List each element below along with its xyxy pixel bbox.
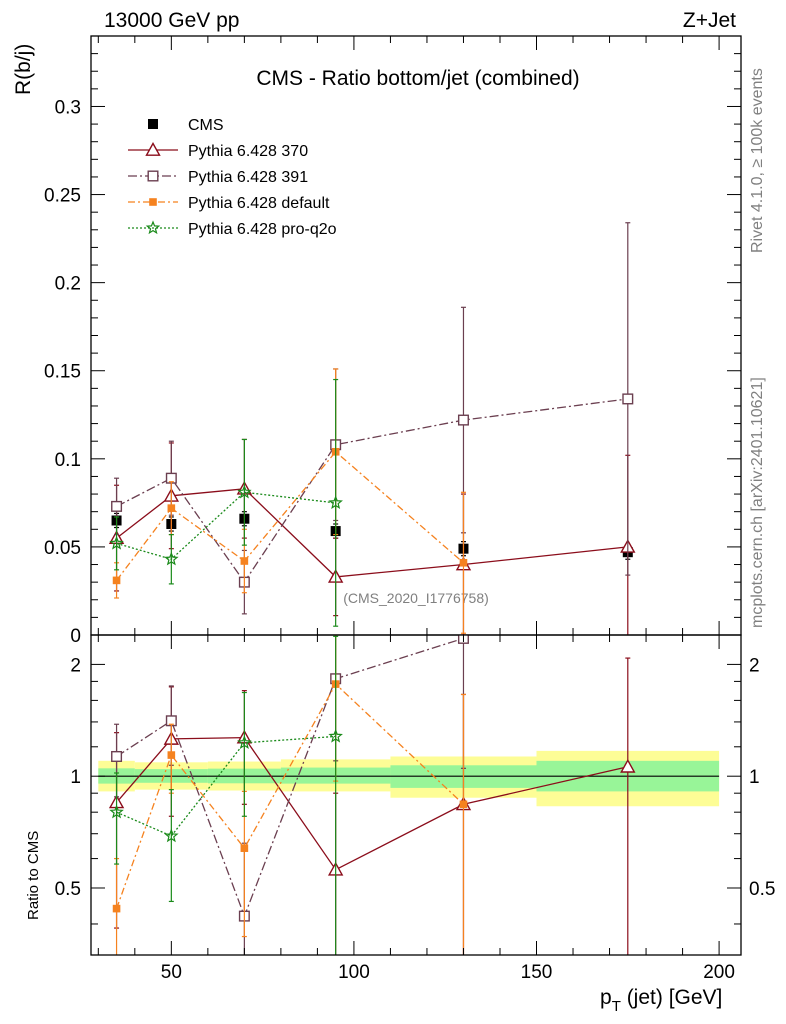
legend-marker-p370 [145,142,161,156]
header-process: Z+Jet [683,9,736,32]
xtick-label: 200 [703,962,735,983]
ratio-series-p370 [108,657,636,955]
p391-point [622,393,634,405]
ratio-bands [98,750,720,807]
pq2o-point [237,484,252,499]
pdef-point [459,558,468,567]
series-pq2o [109,378,343,627]
x-axis-label: pT (jet) [GeV] [600,986,722,1015]
legend: CMS Pythia 6.428 370 Pythia 6.428 391 Pythi… [128,117,337,238]
ratio-data [108,635,636,955]
main-ytick-label: 0.05 [44,538,81,559]
main-panel: CMS - Ratio bottom/jet (combined) (CMS_2… [12,35,742,647]
mcplots-label: mcplots.cern.ch [arXiv:2401.10621] [749,377,766,628]
xtick-label: 100 [338,962,370,983]
pdef-point [112,576,121,585]
main-ytick-label: 0 [70,626,81,647]
main-ytick-label: 0.3 [55,97,81,118]
ratio-pq2o-point [328,728,343,743]
rivet-label: Rivet 4.1.0, ≥ 100k events [749,68,766,253]
ratio-frame [90,634,742,956]
pdef-point [167,504,176,512]
main-title: CMS - Ratio bottom/jet (combined) [256,67,579,90]
pq2o-point [328,495,343,510]
ratio-pq2o-point [164,828,179,843]
series-p370 [108,438,636,635]
p391-point [457,414,469,426]
ratio-series-pq2o [109,635,343,955]
legend-item-p391: Pythia 6.428 391 [128,169,308,186]
p391-point [111,500,123,512]
ratio-pdef-point [112,904,121,913]
legend-marker-pdef [149,198,157,206]
ratio-pq2o-point [237,735,252,749]
main-ticks: 0 0.05 0.1 0.15 0.2 0.25 0.3 [44,36,741,647]
legend-marker-cms [148,119,158,129]
legend-label-pdef: Pythia 6.428 default [188,195,330,212]
pdef-point [240,557,249,565]
main-ytick-label: 0.15 [44,362,81,383]
ratio-pdef-point [459,800,468,809]
legend-item-pdef: Pythia 6.428 default [128,195,330,212]
ratio-ytick-label-right: 0.5 [749,879,775,900]
xtick-label: 50 [161,962,182,983]
ratio-ylabel: Ratio to CMS [25,831,42,920]
main-data [108,222,636,635]
ratio-pq2o-line [116,735,336,837]
header-energy: 13000 GeV pp [104,9,239,32]
ratio-pq2o-point [109,804,124,819]
main-ytick-label: 0.25 [44,186,81,207]
main-ylabel: R(b/j) [12,44,35,95]
legend-label-cms: CMS [188,117,224,134]
legend-marker-pq2o [145,220,161,235]
ratio-p370-line [116,736,628,871]
ratio-ytick-label-right: 2 [749,655,760,676]
p370-line [116,488,628,578]
legend-marker-p391 [147,170,159,182]
xtick-label: 150 [521,962,553,983]
main-ytick-label: 0.2 [55,274,81,295]
ratio-ytick-label-left: 2 [70,655,81,676]
ratio-p370-point [620,758,636,773]
legend-item-cms: CMS [148,117,224,134]
legend-item-pq2o: Pythia 6.428 pro-q2o [128,220,337,238]
legend-label-pq2o: Pythia 6.428 pro-q2o [188,221,337,238]
legend-label-p370: Pythia 6.428 370 [188,143,308,160]
p391-line [116,398,628,584]
legend-label-p391: Pythia 6.428 391 [188,169,308,186]
pq2o-line [116,491,336,560]
ratio-p391-point [111,750,123,762]
ratio-panel: 0.5 0.5 1 1 2 2 50 100 150 200 Ratio to CMS pT (j… [25,634,775,1015]
pq2o-point [109,535,124,550]
pq2o-point [164,551,179,566]
ratio-ytick-label-right: 1 [749,767,760,788]
ratio-pdef-point [240,844,249,852]
ratio-ticks: 0.5 0.5 1 1 2 2 50 100 150 200 [55,635,775,983]
ratio-ytick-label-left: 0.5 [55,879,81,900]
analysis-watermark: (CMS_2020_I1776758) [343,590,489,606]
ratio-pdef-point [167,751,176,759]
series-cms [111,511,633,560]
ratio-ytick-label-left: 1 [70,767,81,788]
legend-item-p370: Pythia 6.428 370 [128,142,308,160]
main-ytick-label: 0.1 [55,450,81,471]
